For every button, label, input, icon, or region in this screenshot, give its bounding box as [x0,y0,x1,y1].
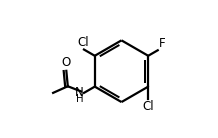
Text: F: F [158,37,165,50]
Text: H: H [77,95,84,104]
Text: O: O [62,56,71,69]
Text: Cl: Cl [142,100,154,113]
Text: N: N [75,86,83,99]
Text: Cl: Cl [77,36,89,49]
